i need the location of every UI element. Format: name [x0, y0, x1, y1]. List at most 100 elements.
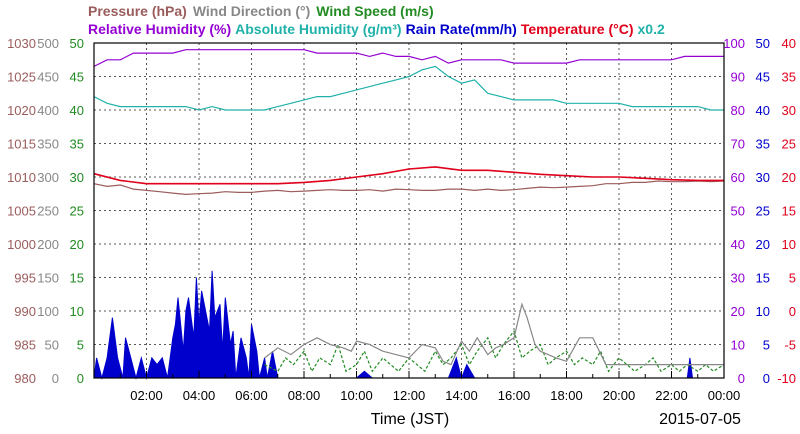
tick-label-wind-speed: 0 — [77, 371, 84, 386]
tick-label-wind-speed: 5 — [77, 338, 84, 353]
tick-label-wind-direction: 0 — [52, 371, 59, 386]
x-tick-label: 16:00 — [498, 388, 531, 403]
series-wind-direction — [264, 302, 724, 366]
tick-label-temperature: 5 — [789, 271, 796, 286]
tick-label-wind-direction: 100 — [37, 304, 59, 319]
x-tick-label: 06:00 — [235, 388, 268, 403]
x-tick-label: 22:00 — [655, 388, 688, 403]
tick-label-rain-rate: 20 — [756, 237, 770, 252]
tick-label-temperature: 25 — [782, 137, 796, 152]
tick-label-pressure: 980 — [14, 371, 36, 386]
tick-label-wind-direction: 350 — [37, 137, 59, 152]
tick-label-rain-rate: 15 — [756, 271, 770, 286]
series-relative-humidity — [93, 49, 724, 67]
tick-label-pressure: 1025 — [7, 70, 36, 85]
x-tick-label: 10:00 — [340, 388, 373, 403]
tick-label-temperature: 35 — [782, 70, 796, 85]
legend-entry: Rain Rate(mm/h) — [406, 21, 517, 37]
tick-label-wind-direction: 300 — [37, 170, 59, 185]
tick-label-wind-speed: 15 — [70, 271, 84, 286]
tick-label-pressure: 1005 — [7, 204, 36, 219]
x-tick-label: 18:00 — [550, 388, 583, 403]
tick-label-pressure: 985 — [14, 338, 36, 353]
tick-label-rain-rate: 30 — [756, 170, 770, 185]
legend-entry: x0.2 — [638, 21, 665, 37]
legend-entry: Absolute Humidity (g/m³) — [235, 21, 401, 37]
tick-label-wind-direction: 500 — [37, 36, 59, 51]
tick-label-humidity: 40 — [731, 237, 745, 252]
tick-label-temperature: -10 — [777, 371, 796, 386]
tick-label-temperature: 30 — [782, 103, 796, 118]
series-wind-speed-m-s — [264, 329, 725, 373]
tick-label-wind-speed: 30 — [70, 170, 84, 185]
tick-label-wind-direction: 200 — [37, 237, 59, 252]
legend-entry: Relative Humidity (%) — [88, 21, 231, 37]
tick-label-rain-rate: 25 — [756, 204, 770, 219]
gridlines — [94, 43, 724, 378]
tick-label-rain-rate: 10 — [756, 304, 770, 319]
tick-label-wind-direction: 400 — [37, 103, 59, 118]
tick-label-wind-speed: 25 — [70, 204, 84, 219]
legend-entry: Wind Speed (m/s) — [316, 3, 433, 19]
date-label: 2015-07-05 — [659, 411, 741, 428]
tick-label-humidity: 90 — [731, 70, 745, 85]
tick-label-rain-rate: 35 — [756, 137, 770, 152]
tick-label-pressure: 990 — [14, 304, 36, 319]
tick-label-humidity: 50 — [731, 204, 745, 219]
tick-label-rain-rate: 45 — [756, 70, 770, 85]
tick-label-wind-speed: 40 — [70, 103, 84, 118]
tick-label-rain-rate: 0 — [763, 371, 770, 386]
x-axis: 02:00 04:00 06:00 08:00 10:00 12:00 14:00 16:00… — [119, 371, 741, 403]
tick-label-pressure: 995 — [14, 271, 36, 286]
tick-label-humidity: 0 — [738, 371, 745, 386]
tick-label-humidity: 60 — [731, 170, 745, 185]
tick-label-temperature: -5 — [784, 338, 796, 353]
right-axes: 1009080706050403020100504540353025201510… — [723, 36, 796, 386]
legend-entry: Wind Direction (°) — [193, 3, 310, 19]
tick-label-wind-speed: 10 — [70, 304, 84, 319]
tick-label-temperature: 10 — [782, 237, 796, 252]
series-pressure-hpa — [93, 180, 725, 196]
series-absolute-humidity-g-m — [93, 65, 724, 111]
x-tick-label: 08:00 — [288, 388, 321, 403]
legend: Pressure (hPa) Wind Direction (°) Wind Spe… — [88, 3, 665, 37]
tick-label-rain-rate: 50 — [756, 36, 770, 51]
tick-label-pressure: 1020 — [7, 103, 36, 118]
tick-label-wind-direction: 50 — [45, 338, 59, 353]
tick-label-wind-speed: 35 — [70, 137, 84, 152]
tick-label-wind-direction: 250 — [37, 204, 59, 219]
tick-label-wind-speed: 20 — [70, 237, 84, 252]
left-axes: 1030102510201015101010051000995990985980… — [7, 36, 84, 386]
series-temperature-c — [93, 166, 724, 185]
tick-label-wind-direction: 450 — [37, 70, 59, 85]
tick-label-pressure: 1010 — [7, 170, 36, 185]
tick-label-humidity: 100 — [723, 36, 745, 51]
tick-label-humidity: 10 — [731, 338, 745, 353]
x-tick-label: 02:00 — [130, 388, 163, 403]
x-tick-label: 14:00 — [445, 388, 478, 403]
tick-label-wind-speed: 45 — [70, 70, 84, 85]
legend-entry: Temperature (°C) — [521, 21, 634, 37]
legend-entry: Pressure (hPa) — [88, 3, 187, 19]
tick-label-temperature: 20 — [782, 170, 796, 185]
tick-label-pressure: 1030 — [7, 36, 36, 51]
tick-label-humidity: 80 — [731, 103, 745, 118]
tick-label-temperature: 0 — [789, 304, 796, 319]
tick-label-rain-rate: 5 — [763, 338, 770, 353]
tick-label-humidity: 70 — [731, 137, 745, 152]
tick-label-humidity: 30 — [731, 271, 745, 286]
tick-label-pressure: 1000 — [7, 237, 36, 252]
x-axis-label: Time (JST) — [371, 411, 450, 428]
x-tick-label: 20:00 — [603, 388, 636, 403]
tick-label-temperature: 15 — [782, 204, 796, 219]
x-tick-label: 00:00 — [708, 388, 741, 403]
tick-label-humidity: 20 — [731, 304, 745, 319]
tick-label-rain-rate: 40 — [756, 103, 770, 118]
x-tick-label: 12:00 — [393, 388, 426, 403]
tick-label-wind-speed: 50 — [70, 36, 84, 51]
tick-label-temperature: 40 — [782, 36, 796, 51]
x-tick-label: 04:00 — [183, 388, 216, 403]
tick-label-pressure: 1015 — [7, 137, 36, 152]
tick-label-wind-direction: 150 — [37, 271, 59, 286]
